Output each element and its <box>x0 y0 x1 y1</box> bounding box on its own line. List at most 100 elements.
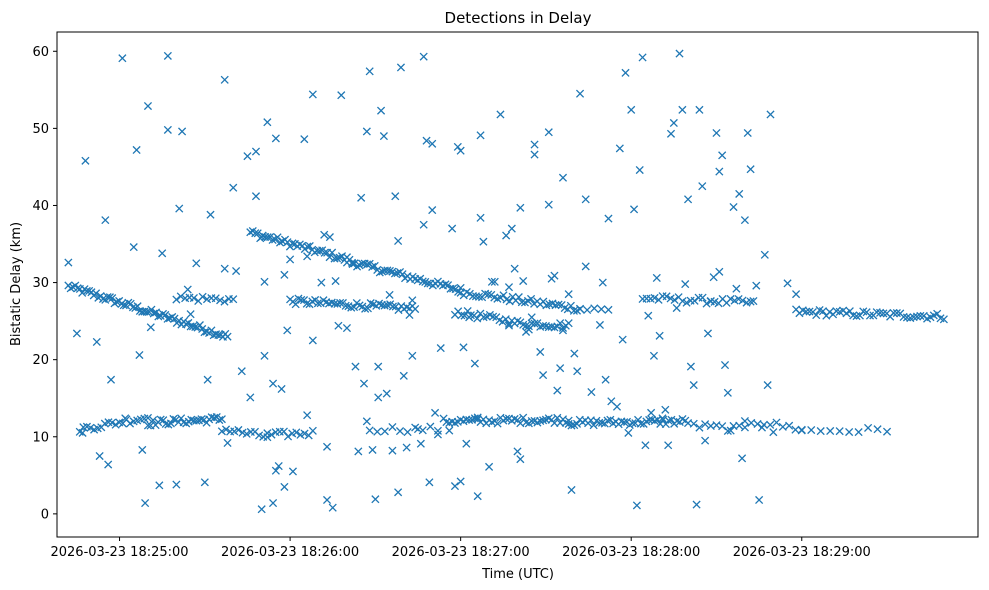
data-point <box>504 283 514 292</box>
data-point <box>405 310 414 320</box>
y-tick-label: 40 <box>32 199 49 214</box>
data-point <box>426 422 435 431</box>
data-point <box>197 415 206 424</box>
data-point <box>627 105 636 114</box>
data-point <box>470 359 479 368</box>
data-point <box>292 428 301 437</box>
data-point <box>297 295 306 304</box>
data-point <box>220 297 229 306</box>
data-point <box>510 264 519 273</box>
data-point <box>217 427 226 436</box>
data-point <box>191 322 200 332</box>
data-point <box>746 165 755 174</box>
data-point <box>527 416 536 426</box>
y-axis-label: Bistatic Delay (km) <box>9 222 24 346</box>
data-point <box>111 420 120 429</box>
data-point <box>474 292 484 301</box>
data-point <box>564 319 573 328</box>
data-point <box>517 298 526 307</box>
data-point <box>105 293 114 302</box>
data-point <box>288 239 297 248</box>
data-point <box>735 189 744 198</box>
data-point <box>778 422 787 431</box>
data-point <box>263 118 272 127</box>
data-point <box>142 307 151 316</box>
data-point <box>169 414 178 424</box>
data-point <box>337 91 346 100</box>
data-point <box>428 206 437 215</box>
data-point <box>385 266 394 275</box>
data-point <box>425 478 434 487</box>
x-tick-label: 2026-03-23 18:25:00 <box>50 545 188 560</box>
data-point <box>192 259 201 268</box>
data-point <box>735 421 744 430</box>
data-point <box>564 290 573 299</box>
data-point <box>117 299 126 309</box>
data-point <box>453 142 462 151</box>
data-point <box>119 301 128 310</box>
data-point <box>604 214 613 223</box>
data-point <box>939 315 948 324</box>
data-point <box>283 432 293 441</box>
data-point <box>864 423 873 432</box>
data-point <box>620 418 629 427</box>
data-point <box>200 478 209 487</box>
data-point <box>260 277 269 286</box>
data-point <box>551 301 560 310</box>
data-point <box>873 425 882 434</box>
data-point <box>933 309 942 318</box>
data-point <box>379 132 388 141</box>
data-point <box>118 54 127 63</box>
data-point <box>163 125 172 134</box>
data-point <box>569 306 578 315</box>
data-point <box>300 429 309 438</box>
data-point <box>501 315 510 324</box>
data-point <box>251 147 261 156</box>
data-point <box>268 499 278 508</box>
data-point <box>581 262 590 271</box>
data-point <box>220 75 229 84</box>
data-point <box>376 106 386 115</box>
data-point <box>826 426 835 436</box>
data-point <box>275 238 285 247</box>
data-point <box>394 488 403 497</box>
data-point <box>463 306 472 316</box>
data-point <box>882 427 892 436</box>
data-point <box>473 492 482 501</box>
data-point <box>373 427 382 436</box>
data-point <box>260 351 269 360</box>
data-point <box>530 150 539 159</box>
data-point <box>487 277 496 286</box>
data-point <box>650 293 659 303</box>
data-point <box>448 224 457 233</box>
data-point <box>539 416 548 425</box>
data-point <box>652 273 661 283</box>
data-point <box>325 253 334 262</box>
data-point <box>618 335 627 344</box>
data-point <box>726 426 735 435</box>
data-point <box>692 500 701 509</box>
data-point <box>161 310 170 320</box>
data-point <box>206 210 215 219</box>
data-point <box>229 295 238 304</box>
data-point <box>473 413 482 422</box>
data-point <box>308 90 317 99</box>
data-point <box>280 482 289 491</box>
data-point <box>158 249 167 258</box>
data-point <box>72 329 81 338</box>
data-point <box>740 216 749 225</box>
data-point <box>92 337 101 346</box>
data-point <box>587 387 596 397</box>
data-point <box>303 411 312 420</box>
data-point <box>544 128 553 137</box>
data-point <box>638 53 647 62</box>
data-point <box>419 220 428 229</box>
data-point <box>263 233 272 242</box>
data-point <box>274 462 283 471</box>
data-point <box>572 419 582 428</box>
data-point <box>317 278 326 287</box>
data-point <box>669 118 678 128</box>
data-point <box>308 426 317 435</box>
data-point <box>760 250 769 259</box>
